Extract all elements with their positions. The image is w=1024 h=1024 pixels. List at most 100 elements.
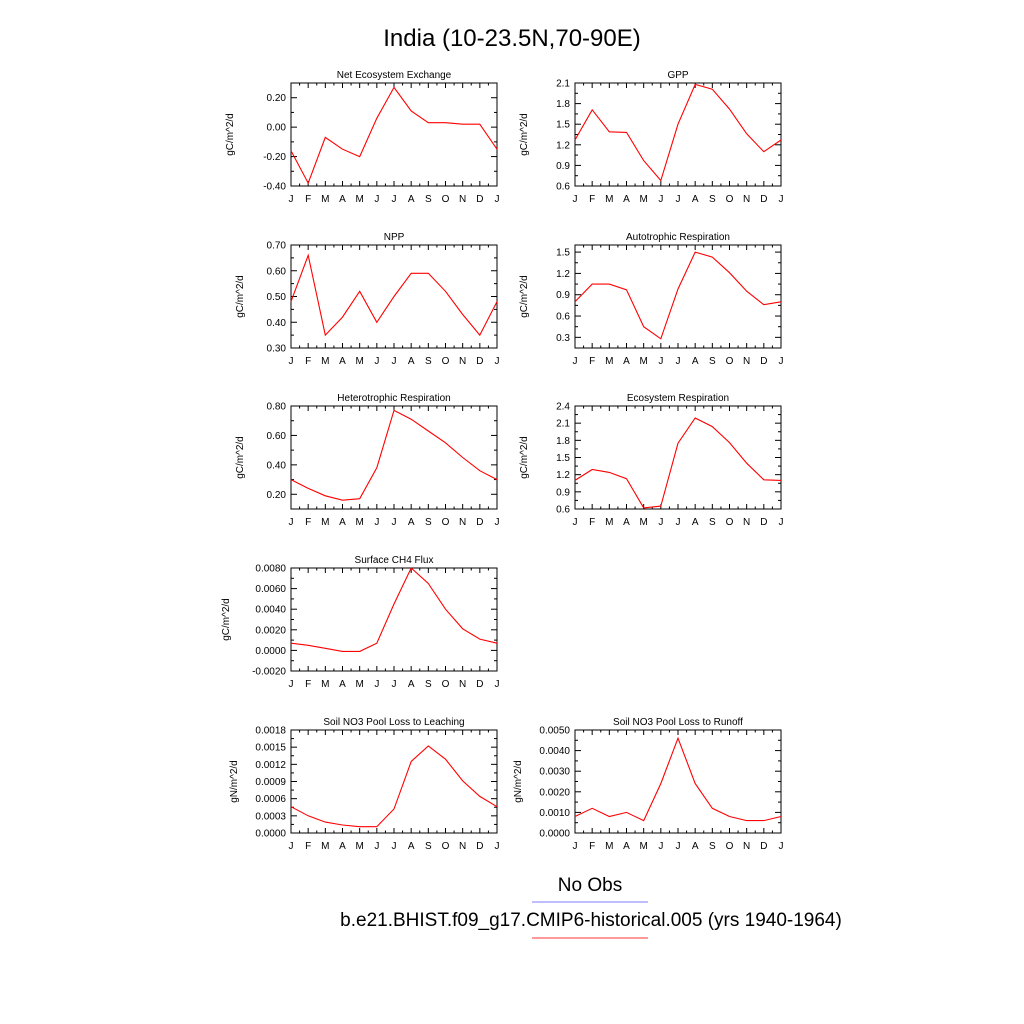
page-title: India (10-23.5N,70-90E)	[383, 25, 640, 52]
series-line	[290, 253, 498, 337]
x-tick-label: J	[374, 194, 379, 205]
x-tick-label: J	[676, 517, 681, 528]
plot-frame	[290, 405, 498, 510]
series-line	[290, 409, 498, 501]
y-tick-label: 0.0015	[255, 743, 286, 754]
y-axis-label: gC/m^2/d	[519, 275, 530, 318]
x-tick-label: J	[495, 517, 500, 528]
x-tick-label: J	[374, 841, 379, 852]
x-tick-label: M	[355, 841, 363, 852]
x-tick-label: J	[779, 356, 784, 367]
x-tick-label: F	[305, 517, 311, 528]
x-tick-label: O	[442, 841, 450, 852]
legend: No Obs b.e21.BHIST.f09_g17.CMIP6-histori…	[340, 875, 842, 939]
x-tick-label: N	[459, 841, 466, 852]
x-tick-label: A	[339, 841, 346, 852]
y-tick-label: 0.0010	[539, 808, 570, 819]
x-tick-label: M	[355, 356, 363, 367]
y-tick-label: 0.0080	[255, 564, 286, 575]
x-tick-label: J	[289, 679, 294, 690]
y-tick-label: 0.6	[556, 182, 570, 193]
y-tick-label: 0.9	[556, 290, 570, 301]
x-tick-label: S	[425, 679, 432, 690]
y-tick-label: 0.20	[267, 93, 287, 104]
x-tick-label: J	[374, 517, 379, 528]
x-tick-label: J	[495, 679, 500, 690]
chart-title: GPP	[667, 70, 688, 81]
y-axis-label: gC/m^2/d	[235, 275, 246, 318]
x-tick-label: A	[692, 356, 699, 367]
series-line	[574, 83, 782, 182]
x-tick-label: A	[408, 517, 415, 528]
x-tick-label: M	[321, 679, 329, 690]
y-tick-label: 0.0018	[255, 726, 286, 737]
y-axis-label: gN/m^2/d	[229, 760, 240, 803]
x-tick-label: D	[760, 517, 767, 528]
x-tick-label: J	[658, 517, 663, 528]
y-axis-label: gC/m^2/d	[519, 113, 530, 156]
x-tick-label: J	[676, 841, 681, 852]
series-line	[574, 251, 782, 340]
x-tick-label: S	[425, 194, 432, 205]
chart-title: NPP	[384, 232, 405, 243]
x-tick-label: O	[442, 679, 450, 690]
plot-frame	[290, 729, 498, 834]
series-line	[290, 745, 498, 828]
x-tick-label: A	[408, 841, 415, 852]
x-tick-label: O	[726, 356, 734, 367]
plot-frame	[574, 82, 782, 187]
x-tick-label: A	[339, 194, 346, 205]
y-tick-label: 2.4	[556, 402, 570, 413]
y-tick-label: 0.0006	[255, 794, 286, 805]
series-line	[290, 567, 498, 652]
y-tick-label: 0.20	[267, 490, 287, 501]
x-tick-label: J	[779, 517, 784, 528]
x-tick-label: D	[760, 841, 767, 852]
y-tick-label: 0.0003	[255, 811, 286, 822]
y-tick-label: 0.6	[556, 312, 570, 323]
y-tick-label: 0.60	[267, 266, 287, 277]
x-tick-label: O	[726, 841, 734, 852]
x-tick-label: M	[639, 194, 647, 205]
x-tick-label: J	[779, 194, 784, 205]
plot-frame	[290, 82, 498, 187]
x-tick-label: D	[760, 194, 767, 205]
x-tick-label: J	[495, 194, 500, 205]
y-tick-label: 2.1	[556, 419, 570, 430]
x-tick-label: N	[459, 679, 466, 690]
x-tick-label: F	[589, 356, 595, 367]
series-line	[574, 417, 782, 509]
x-tick-label: J	[392, 841, 397, 852]
y-tick-label: -0.40	[263, 182, 286, 193]
x-tick-label: A	[339, 679, 346, 690]
y-tick-label: 1.8	[556, 436, 570, 447]
x-tick-label: M	[605, 194, 613, 205]
y-tick-label: 0.50	[267, 292, 287, 303]
y-tick-label: 0.9	[556, 487, 570, 498]
y-tick-label: -0.0020	[252, 667, 286, 678]
y-tick-label: 0.3	[556, 333, 570, 344]
y-tick-label: 0.0000	[255, 829, 286, 840]
y-tick-label: -0.20	[263, 152, 286, 163]
x-tick-label: O	[726, 517, 734, 528]
plot-frame	[574, 244, 782, 349]
x-tick-label: O	[726, 194, 734, 205]
x-tick-label: A	[692, 517, 699, 528]
x-tick-label: S	[425, 517, 432, 528]
y-tick-label: 0.9	[556, 161, 570, 172]
chart-title: Autotrophic Respiration	[626, 232, 730, 243]
x-tick-label: O	[442, 194, 450, 205]
x-tick-label: M	[355, 194, 363, 205]
x-tick-label: M	[639, 841, 647, 852]
x-tick-label: J	[676, 356, 681, 367]
y-tick-label: 0.0050	[539, 726, 570, 737]
y-tick-label: 0.40	[267, 318, 287, 329]
chart-title: Ecosystem Respiration	[627, 393, 729, 404]
y-tick-label: 1.5	[556, 453, 570, 464]
x-tick-label: A	[339, 356, 346, 367]
